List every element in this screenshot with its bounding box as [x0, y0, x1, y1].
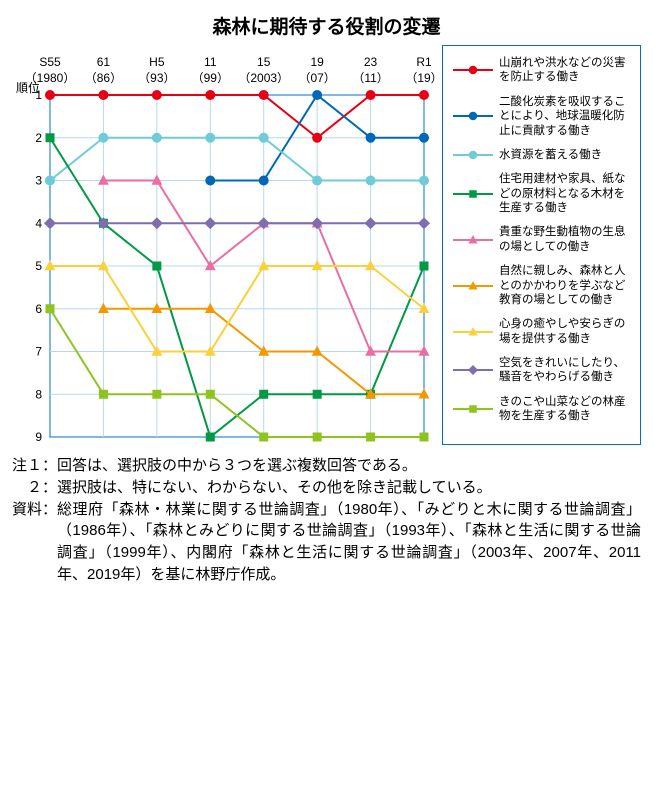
legend-item-s7: 心身の癒やしや安らぎの場を提供する働き — [453, 317, 630, 346]
note-text: 選択肢は、特にない、わからない、その他を除き記載している。 — [57, 477, 641, 499]
note-text: 回答は、選択肢の中から３つを選ぶ複数回答である。 — [57, 455, 641, 477]
legend-label: 自然に親しみ、森林と人とのかかわりを学ぶなど教育の場としての働き — [499, 264, 630, 307]
note-label: ２： — [12, 477, 57, 499]
line-chart: 123456789 — [12, 45, 432, 445]
x-axis-label: 19（07） — [298, 55, 335, 86]
legend-label: 山崩れや洪水などの災害を防止する働き — [499, 56, 630, 85]
svg-text:3: 3 — [35, 174, 42, 188]
y-axis-header: 順位 — [16, 79, 40, 96]
svg-text:8: 8 — [35, 387, 42, 401]
x-axis-label: 11（99） — [192, 55, 229, 86]
note-row: 資料：総理府「森林・林業に関する世論調査」（1980年）、「みどりと木に関する世… — [12, 499, 641, 586]
note-row: 注１：回答は、選択肢の中から３つを選ぶ複数回答である。 — [12, 455, 641, 477]
note-label: 注１： — [12, 455, 57, 477]
legend: 山崩れや洪水などの災害を防止する働き二酸化炭素を吸収することにより、地球温暖化防… — [442, 45, 641, 445]
x-axis-label: 15（2003） — [238, 55, 289, 86]
legend-item-s9: きのこや山菜などの林産物を生産する働き — [453, 395, 630, 424]
x-axis-label: 61（86） — [85, 55, 122, 86]
legend-item-s3: 水資源を蓄える働き — [453, 148, 630, 162]
legend-label: きのこや山菜などの林産物を生産する働き — [499, 395, 630, 424]
svg-text:7: 7 — [35, 345, 42, 359]
note-text: 総理府「森林・林業に関する世論調査」（1980年）、「みどりと木に関する世論調査… — [57, 499, 641, 586]
chart-notes: 注１：回答は、選択肢の中から３つを選ぶ複数回答である。 ２：選択肢は、特にない、… — [12, 455, 641, 586]
note-row: ２：選択肢は、特にない、わからない、その他を除き記載している。 — [12, 477, 641, 499]
chart-title: 森林に期待する役割の変遷 — [12, 12, 641, 39]
svg-text:2: 2 — [35, 131, 42, 145]
legend-item-s6: 自然に親しみ、森林と人とのかかわりを学ぶなど教育の場としての働き — [453, 264, 630, 307]
x-axis-label: R1（19） — [405, 55, 442, 86]
svg-text:6: 6 — [35, 302, 42, 316]
legend-item-s2: 二酸化炭素を吸収することにより、地球温暖化防止に貢献する働き — [453, 95, 630, 138]
legend-item-s4: 住宅用建材や家具、紙などの原材料となる木材を生産する働き — [453, 172, 630, 215]
svg-text:9: 9 — [35, 430, 42, 444]
legend-label: 住宅用建材や家具、紙などの原材料となる木材を生産する働き — [499, 172, 630, 215]
legend-item-s8: 空気をきれいにしたり、騒音をやわらげる働き — [453, 356, 630, 385]
note-label: 資料： — [12, 499, 57, 586]
legend-label: 二酸化炭素を吸収することにより、地球温暖化防止に貢献する働き — [499, 95, 630, 138]
legend-item-s1: 山崩れや洪水などの災害を防止する働き — [453, 56, 630, 85]
legend-label: 空気をきれいにしたり、騒音をやわらげる働き — [499, 356, 630, 385]
x-axis-label: H5（93） — [138, 55, 175, 86]
legend-label: 貴重な野生動植物の生息の場としての働き — [499, 225, 630, 254]
x-axis-label: 23（11） — [352, 55, 388, 86]
series-s8 — [44, 217, 430, 229]
chart-container: S55（1980）61（86）H5（93）11（99）15（2003）19（07… — [12, 45, 432, 445]
svg-text:4: 4 — [35, 216, 42, 230]
legend-label: 心身の癒やしや安らぎの場を提供する働き — [499, 317, 630, 346]
legend-item-s5: 貴重な野生動植物の生息の場としての働き — [453, 225, 630, 254]
svg-text:5: 5 — [35, 259, 42, 273]
legend-label: 水資源を蓄える働き — [499, 148, 602, 162]
